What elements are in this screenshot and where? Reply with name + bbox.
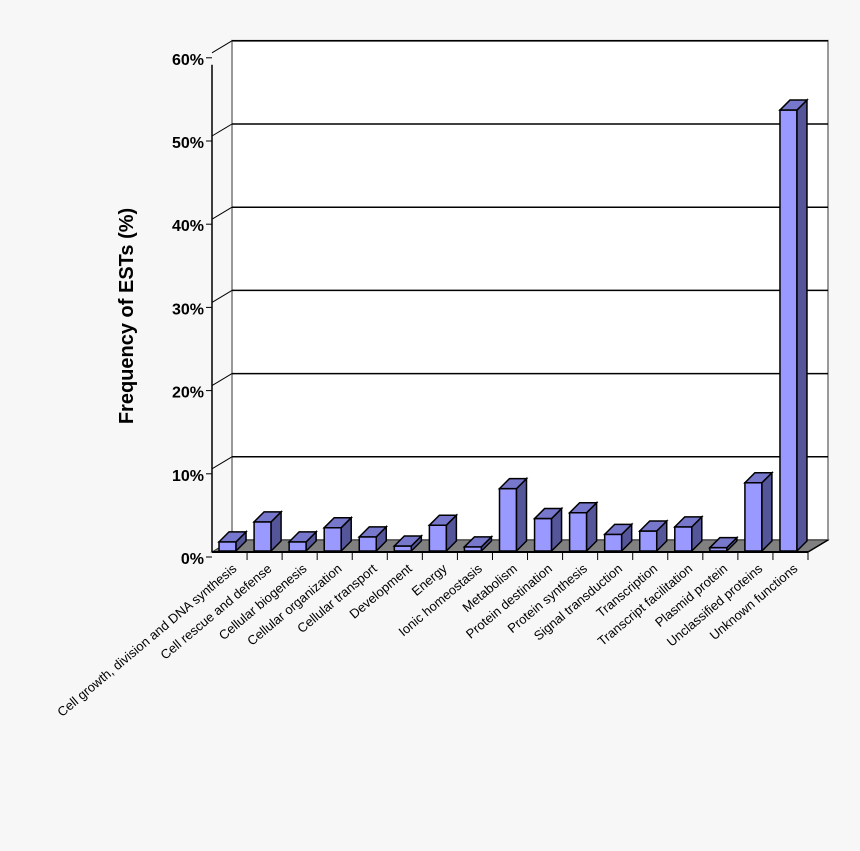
bar xyxy=(672,515,704,553)
bar-top xyxy=(392,535,424,547)
bar-front xyxy=(428,524,448,552)
bar xyxy=(743,470,774,553)
bar-front xyxy=(744,482,763,552)
y-axis-label: Frequency of ESTs (%) xyxy=(116,208,138,424)
bar-side xyxy=(796,98,808,553)
bar-front xyxy=(498,487,518,552)
bar-front xyxy=(288,541,307,552)
bar-side xyxy=(761,470,773,553)
y-tick-label: 50% xyxy=(172,135,204,152)
bar-front xyxy=(568,511,588,552)
bar-front xyxy=(218,541,237,552)
bar xyxy=(392,534,424,553)
bar-top xyxy=(743,472,774,484)
bar xyxy=(427,513,459,553)
bar xyxy=(532,506,564,553)
grid-diagonal xyxy=(211,456,233,470)
y-tick-label: 10% xyxy=(172,468,204,485)
bar-front xyxy=(253,521,272,552)
bar-side xyxy=(515,476,528,553)
bar-top xyxy=(778,99,809,111)
bar xyxy=(287,530,318,553)
y-tick-label: 40% xyxy=(172,218,204,235)
grid-diagonal xyxy=(211,373,233,387)
floor-edge xyxy=(807,539,829,553)
bar xyxy=(602,522,634,553)
bar-front xyxy=(603,533,623,552)
bar xyxy=(357,525,389,553)
bar-top xyxy=(427,514,459,526)
y-tick-label: 60% xyxy=(172,52,204,69)
bar-front xyxy=(779,109,798,552)
grid-diagonal xyxy=(211,206,233,220)
bar-front xyxy=(533,517,553,552)
grid-diagonal xyxy=(211,40,233,54)
y-tick-label: 20% xyxy=(172,385,204,402)
y-tick-label: 30% xyxy=(172,301,204,318)
bar xyxy=(322,515,354,553)
grid-diagonal xyxy=(211,289,233,303)
bar xyxy=(217,530,248,553)
bar xyxy=(252,510,283,553)
bar-top xyxy=(637,520,669,532)
bar-top xyxy=(462,536,494,548)
bar-top xyxy=(357,526,389,538)
bar-top xyxy=(287,531,318,543)
x-tick-label: Cell growth, division and DNA synthesis xyxy=(54,560,239,719)
grid-diagonal xyxy=(211,123,233,137)
bar-top xyxy=(322,516,354,529)
bar-front xyxy=(674,526,693,552)
bar-top xyxy=(497,477,529,490)
bar xyxy=(637,519,669,553)
bar-front xyxy=(638,530,658,552)
bar-top xyxy=(217,531,248,543)
bar-top xyxy=(708,536,739,549)
y-tick-label: 0% xyxy=(181,551,204,568)
bar-front xyxy=(358,536,378,552)
bar xyxy=(708,535,739,553)
bar-top xyxy=(252,511,283,523)
bar xyxy=(567,500,599,553)
bar-top xyxy=(532,507,564,520)
bar xyxy=(778,98,809,553)
bar xyxy=(462,535,494,553)
bar xyxy=(497,476,529,553)
bar-top xyxy=(602,523,634,536)
bar-top xyxy=(672,516,704,528)
bar-front xyxy=(323,526,342,552)
bar-top xyxy=(567,501,599,514)
